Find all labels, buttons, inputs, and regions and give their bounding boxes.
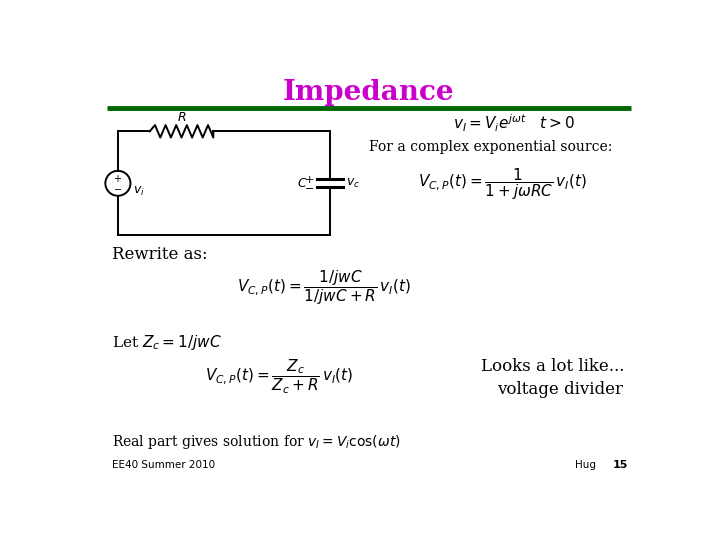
- Text: Hug: Hug: [575, 460, 596, 470]
- Text: voltage divider: voltage divider: [498, 381, 624, 398]
- Text: Impedance: Impedance: [283, 79, 455, 106]
- Text: EE40 Summer 2010: EE40 Summer 2010: [112, 460, 215, 470]
- Text: $-$: $-$: [113, 183, 122, 193]
- Text: $C$: $C$: [297, 177, 308, 190]
- Text: $R$: $R$: [177, 111, 186, 124]
- Text: $+$: $+$: [113, 173, 122, 184]
- Text: For a complex exponential source:: For a complex exponential source:: [369, 140, 613, 154]
- Text: $v_i$: $v_i$: [132, 185, 145, 198]
- Text: Looks a lot like...: Looks a lot like...: [481, 358, 624, 375]
- Text: $V_{C,P}(t) = \dfrac{1}{1 + j\omega RC}\, v_I(t)$: $V_{C,P}(t) = \dfrac{1}{1 + j\omega RC}\…: [418, 167, 588, 202]
- Text: $V_{C,P}(t) = \dfrac{Z_c}{Z_c + R}\, v_I(t)$: $V_{C,P}(t) = \dfrac{Z_c}{Z_c + R}\, v_I…: [205, 358, 354, 396]
- Text: Let $Z_c = 1/jwC$: Let $Z_c = 1/jwC$: [112, 333, 222, 352]
- Text: Rewrite as:: Rewrite as:: [112, 246, 208, 262]
- Text: $v_c$: $v_c$: [346, 177, 360, 190]
- Text: $v_I = V_i e^{j\omega t} \quad t > 0$: $v_I = V_i e^{j\omega t} \quad t > 0$: [453, 113, 575, 134]
- Text: 15: 15: [613, 460, 629, 470]
- Text: $V_{C,P}(t) = \dfrac{1/jwC}{1/jwC + R}\, v_I(t)$: $V_{C,P}(t) = \dfrac{1/jwC}{1/jwC + R}\,…: [238, 268, 411, 307]
- Text: $+$: $+$: [304, 174, 314, 185]
- Text: Real part gives solution for $v_I = V_i\cos(\omega t)$: Real part gives solution for $v_I = V_i\…: [112, 433, 401, 451]
- Text: $-$: $-$: [304, 183, 314, 192]
